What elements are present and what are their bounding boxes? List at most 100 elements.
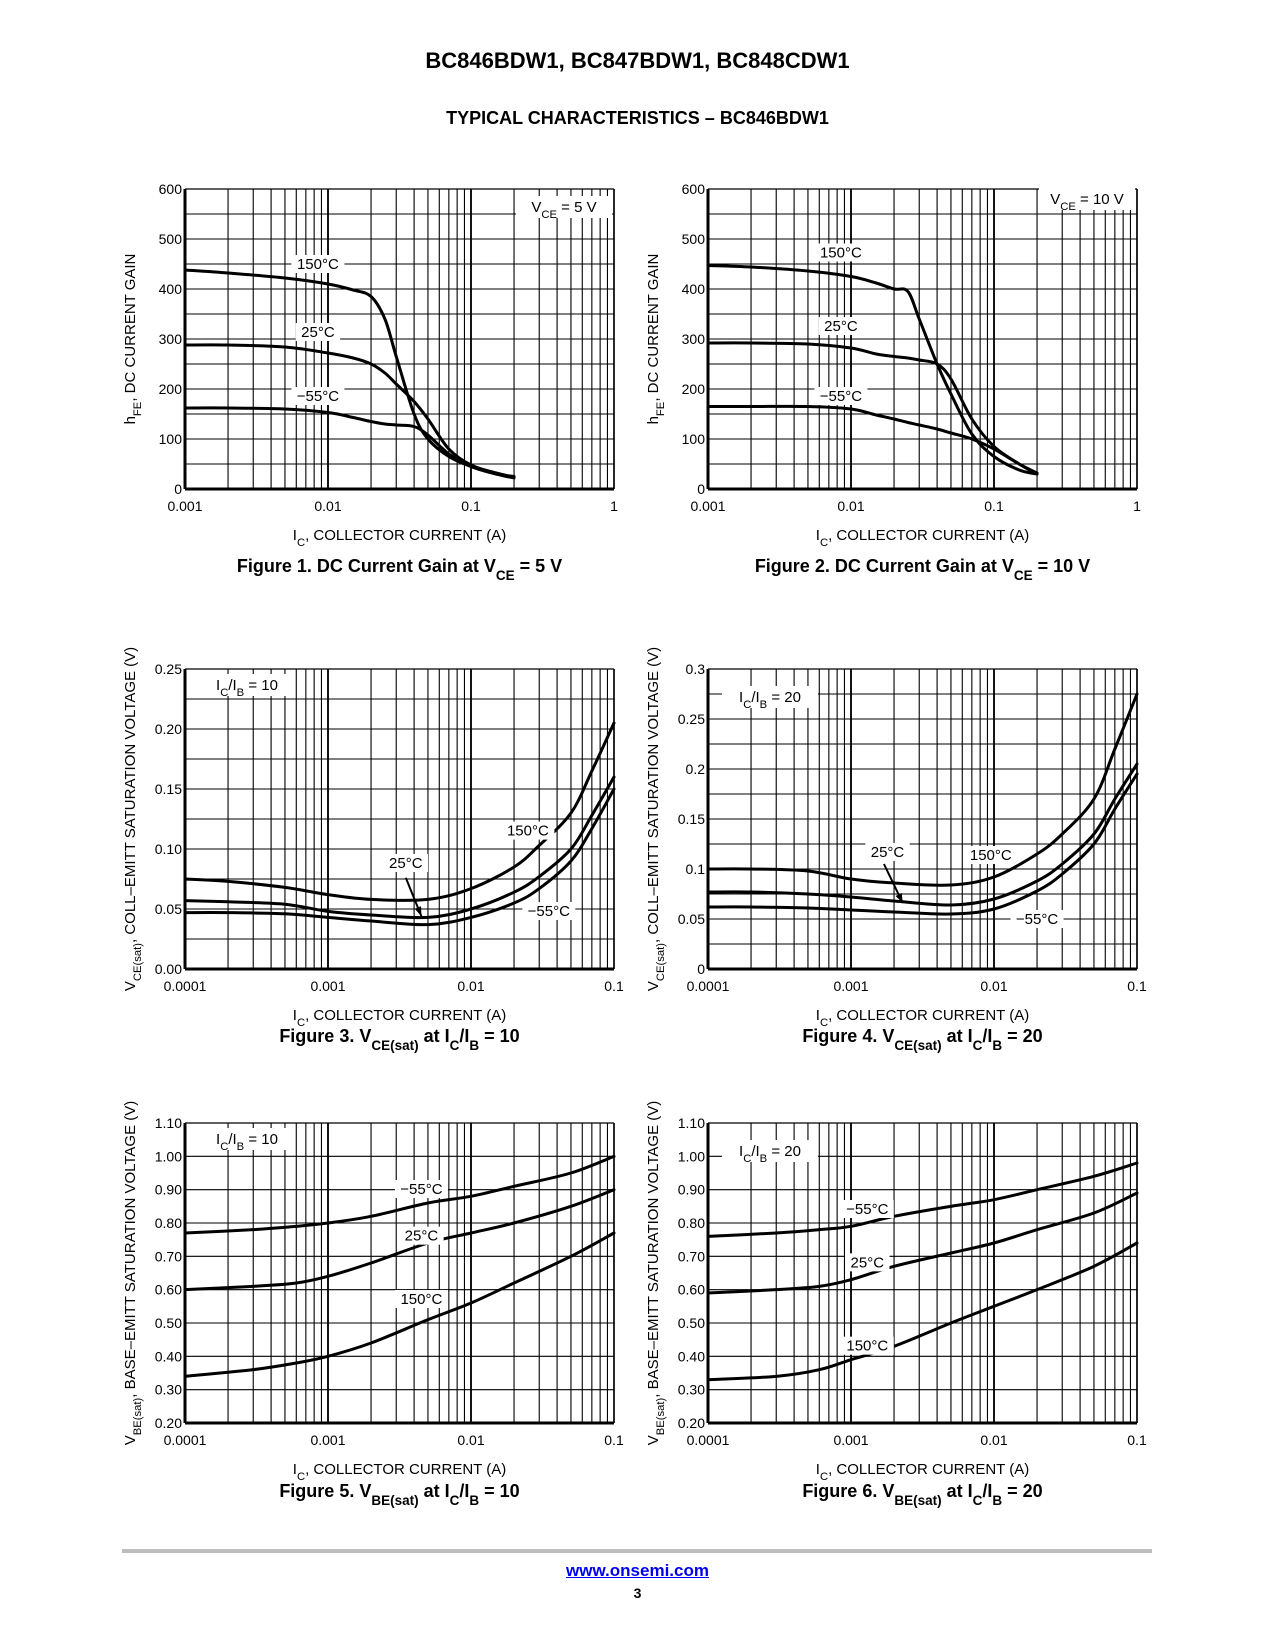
condition-part: = 10 V	[1076, 191, 1124, 208]
series-label: 150°C	[297, 256, 339, 273]
series-label-bg	[399, 1226, 444, 1245]
figure-caption-part-sub: CE(sat)	[371, 1038, 418, 1053]
condition-part-sub: CE	[1060, 201, 1076, 213]
x-axis-label-tail: , COLLECTOR CURRENT (A)	[828, 527, 1029, 544]
y-tick-label: 0.20	[155, 1415, 182, 1431]
condition-part-sub: C	[220, 687, 228, 699]
series-label: 25°C	[301, 324, 335, 341]
x-axis-label-part: I	[293, 1007, 297, 1024]
condition-label-bg	[722, 1140, 818, 1162]
x-tick-label: 0.1	[984, 498, 1004, 514]
y-axis-label-part: V	[122, 981, 139, 991]
condition-label-bg	[1039, 188, 1135, 210]
x-axis-label-part-sub: C	[297, 1471, 305, 1483]
series-label: 150°C	[970, 847, 1012, 864]
y-axis-label-part: V	[645, 981, 662, 991]
condition-part: = 20	[767, 689, 801, 706]
figure-caption-sub: B	[992, 1493, 1002, 1508]
figure-caption-sub: B	[469, 1038, 479, 1053]
footer-website-link[interactable]: www.onsemi.com	[566, 1561, 709, 1580]
series-line-25C	[706, 341, 1039, 476]
y-tick-label: 1.00	[678, 1148, 705, 1164]
series-label-bg	[814, 387, 868, 405]
figure-caption: Figure 1. DC Current Gain at VCE = 5 V	[237, 556, 562, 583]
series-label-bg	[394, 1180, 448, 1198]
figure-caption-part: Figure 4. V	[802, 1026, 894, 1046]
figure-caption-sub: C	[450, 1493, 460, 1508]
y-axis-label-part-sub: FE	[655, 401, 667, 416]
series-label-bg	[1010, 910, 1064, 928]
y-tick-label: 0.20	[155, 721, 182, 737]
x-axis-label-tail: , COLLECTOR CURRENT (A)	[305, 1461, 506, 1478]
figure-caption-part: = 20	[1002, 1481, 1043, 1501]
chart-fig1: 0 100 200 300 400 500 600 0.001 0.01 0.1 1 IC, COLL…	[122, 181, 618, 583]
figure-caption-part-sub: BE(sat)	[371, 1493, 418, 1508]
figure-caption-part: = 10 V	[1033, 556, 1091, 576]
figure-caption-part: at I	[419, 1481, 450, 1501]
y-axis-label: VCE(sat), COLL–EMITT SATURATION VOLTAGE …	[645, 647, 667, 991]
x-axis-label: IC, COLLECTOR CURRENT (A)	[293, 527, 506, 549]
y-tick-label: 0	[174, 481, 182, 497]
y-tick-label: 600	[682, 181, 706, 197]
y-axis-label-part-sub: FE	[132, 401, 144, 416]
figure-caption-sub: B	[469, 1493, 479, 1508]
series-label-bg	[840, 1336, 894, 1355]
y-axis-label-part: V	[645, 1435, 662, 1445]
y-tick-label: 0.90	[155, 1182, 182, 1198]
series-label: −55°C	[400, 1181, 442, 1198]
figure-caption-part: /I	[982, 1026, 992, 1046]
y-tick-label: 1.10	[155, 1115, 182, 1131]
figure-caption: Figure 6. VBE(sat) at IC/IB = 20	[802, 1481, 1042, 1508]
x-axis-label: IC, COLLECTOR CURRENT (A)	[816, 527, 1029, 549]
x-axis-label-part: I	[816, 1461, 820, 1478]
condition-part: I	[739, 689, 743, 706]
document-title: BC846BDW1, BC847BDW1, BC848CDW1	[425, 48, 850, 73]
figure-caption-sub: C	[450, 1038, 460, 1053]
y-tick-label: 0	[697, 481, 705, 497]
figure-caption-part-sub: CE	[496, 568, 515, 583]
x-tick-label: 0.001	[310, 978, 345, 994]
x-axis-label-part-sub: C	[297, 1017, 305, 1029]
condition-part: = 10	[244, 1131, 278, 1148]
figure-caption-part: = 5 V	[515, 556, 563, 576]
series-label: −55°C	[297, 388, 339, 405]
condition-part: I	[739, 1143, 743, 1160]
series-label-bg	[964, 846, 1018, 864]
arrow-head-icon	[414, 906, 422, 917]
chart-fig3: 0.00 0.05 0.10 0.15 0.20 0.25 0.0001 0.001 0.01 0…	[122, 647, 624, 1053]
condition-part-sub: B	[760, 699, 768, 711]
series-label-bg	[291, 255, 345, 273]
arrow-head-icon	[895, 893, 903, 903]
y-axis-label: hFE, DC CURRENT GAIN	[645, 254, 667, 425]
x-tick-label: 0.0001	[687, 1432, 730, 1448]
condition-label: VCE = 5 V	[531, 199, 596, 221]
condition-part-sub: B	[760, 1153, 768, 1165]
y-tick-label: 1.00	[155, 1148, 182, 1164]
series-line-150C	[706, 692, 1139, 887]
y-tick-label: 600	[159, 181, 183, 197]
condition-part: /I	[228, 1131, 236, 1148]
x-tick-label: 0.1	[604, 1432, 624, 1448]
y-tick-label: 0.50	[678, 1315, 705, 1331]
x-axis-label: IC, COLLECTOR CURRENT (A)	[293, 1461, 506, 1483]
figure-caption-part: = 10	[479, 1481, 520, 1501]
series-label-bg	[865, 843, 910, 861]
y-tick-label: 0.90	[678, 1182, 705, 1198]
x-tick-label: 0.001	[833, 978, 868, 994]
y-axis-label-tail: , BASE–EMITT SATURATION VOLTAGE (V)	[645, 1101, 662, 1398]
y-tick-label: 0.60	[678, 1282, 705, 1298]
y-tick-label: 0.40	[155, 1348, 182, 1364]
x-tick-label: 0.001	[690, 498, 725, 514]
x-tick-label: 0.1	[1127, 978, 1147, 994]
y-tick-label: 0.1	[686, 861, 706, 877]
series-label: −55°C	[528, 903, 570, 920]
series-line-55C	[183, 1154, 616, 1235]
y-tick-label: 0.80	[678, 1215, 705, 1231]
y-axis-label-tail: , COLL–EMITT SATURATION VOLTAGE (V)	[645, 647, 662, 943]
figure-caption-part: /I	[459, 1026, 469, 1046]
figure-caption: Figure 2. DC Current Gain at VCE = 10 V	[755, 556, 1090, 583]
y-tick-label: 200	[159, 381, 183, 397]
series-line-150C	[706, 1241, 1139, 1382]
condition-part: I	[216, 677, 220, 694]
y-axis-label-part-sub: BE(sat)	[655, 1397, 667, 1435]
